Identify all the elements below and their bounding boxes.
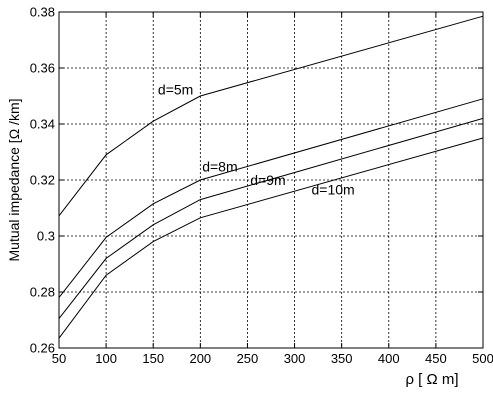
y-tick-label: 0.36 <box>30 61 55 76</box>
x-tick-label: 450 <box>425 351 447 366</box>
series-line-d-5m <box>58 15 484 217</box>
x-tick-label: 100 <box>95 351 117 366</box>
series-line-d-10m <box>58 137 484 339</box>
y-tick-label: 0.34 <box>30 117 55 132</box>
y-tick-label: 0.3 <box>37 229 55 244</box>
tick-labels: 50 100 150 200 250 300 350 400 450 500 0.26 0.28 0.3… <box>30 5 493 367</box>
x-tick-label: 500 <box>472 351 493 366</box>
y-tick-label: 0.38 <box>30 5 55 20</box>
x-tick-label: 300 <box>284 351 306 366</box>
series-label-d-8m: d=8m <box>202 159 237 175</box>
x-tick-label: 50 <box>52 351 66 366</box>
series-annotations: d=5m d=8m d=9m d=10m <box>158 82 355 198</box>
x-axis-label: ρ [ Ω m] <box>405 371 458 388</box>
x-tick-label: 250 <box>237 351 259 366</box>
y-axis-label: Mutual impedance [Ω /km] <box>6 99 22 262</box>
series-line-d-9m <box>58 117 484 319</box>
series-lines <box>58 15 484 339</box>
series-label-d-10m: d=10m <box>312 182 355 198</box>
series-label-d-9m: d=9m <box>250 172 285 188</box>
x-tick-label: 150 <box>142 351 164 366</box>
grid <box>59 12 483 348</box>
y-tick-label: 0.28 <box>30 285 55 300</box>
series-label-d-5m: d=5m <box>158 82 193 98</box>
y-tick-label: 0.32 <box>30 173 55 188</box>
series-line-d-8m <box>58 98 484 298</box>
ticks <box>58 11 484 349</box>
x-tick-label: 400 <box>378 351 400 366</box>
x-tick-label: 350 <box>331 351 353 366</box>
y-tick-label: 0.26 <box>30 341 55 356</box>
x-tick-label: 200 <box>189 351 211 366</box>
